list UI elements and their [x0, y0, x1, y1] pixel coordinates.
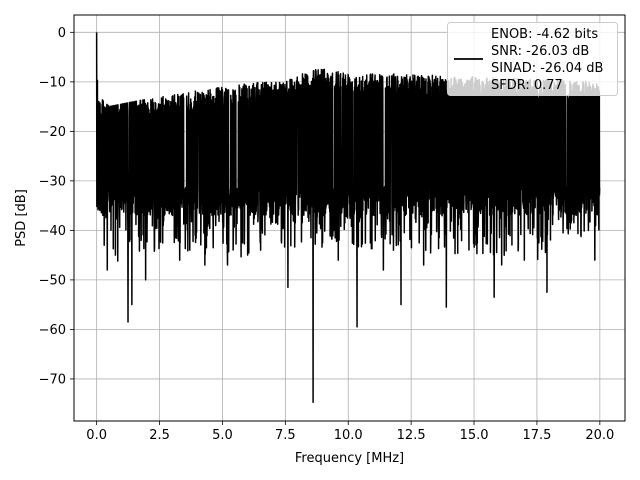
legend-entry-snr: SNR: -26.03 dB — [491, 44, 589, 59]
x-tick-label: 17.5 — [522, 428, 551, 443]
legend-entry-enob: ENOB: -4.62 bits — [491, 27, 598, 42]
plot-area — [95, 32, 601, 403]
y-tick-label: −40 — [39, 224, 66, 239]
x-tick-label: 10.0 — [334, 428, 363, 443]
y-tick-label: −60 — [39, 323, 66, 338]
x-tick-label: 15.0 — [460, 428, 489, 443]
y-axis-label: PSD [dB] — [14, 189, 29, 247]
x-tick-label: 5.0 — [212, 428, 233, 443]
y-tick-label: −70 — [39, 372, 66, 387]
x-tick-label: 12.5 — [397, 428, 426, 443]
y-tick-label: −30 — [39, 174, 66, 189]
axes-frame — [73, 14, 626, 422]
psd-series-line — [95, 32, 601, 403]
x-tick-label: 20.0 — [585, 428, 614, 443]
legend: ENOB: -4.62 bits SNR: -26.03 dB SINAD: -… — [447, 22, 618, 96]
legend-entry-sfdr: SFDR: 0.77 — [491, 78, 563, 93]
y-tick-label: −50 — [39, 273, 66, 288]
y-tick-label: 0 — [58, 26, 66, 41]
y-tick-label: −20 — [39, 125, 66, 140]
x-axis-label: Frequency [MHz] — [295, 451, 404, 466]
y-axis: 0 −10 −20 −30 −40 −50 −60 −70 — [39, 26, 74, 387]
x-axis: 0.0 2.5 5.0 7.5 10.0 12.5 15.0 17.5 20.0 — [86, 421, 614, 443]
legend-entry-sinad: SINAD: -26.04 dB — [491, 61, 603, 76]
y-tick-label: −10 — [39, 75, 66, 90]
legend-box — [447, 22, 618, 96]
x-tick-label: 2.5 — [149, 428, 170, 443]
x-tick-label: 0.0 — [86, 428, 107, 443]
x-tick-label: 7.5 — [275, 428, 296, 443]
